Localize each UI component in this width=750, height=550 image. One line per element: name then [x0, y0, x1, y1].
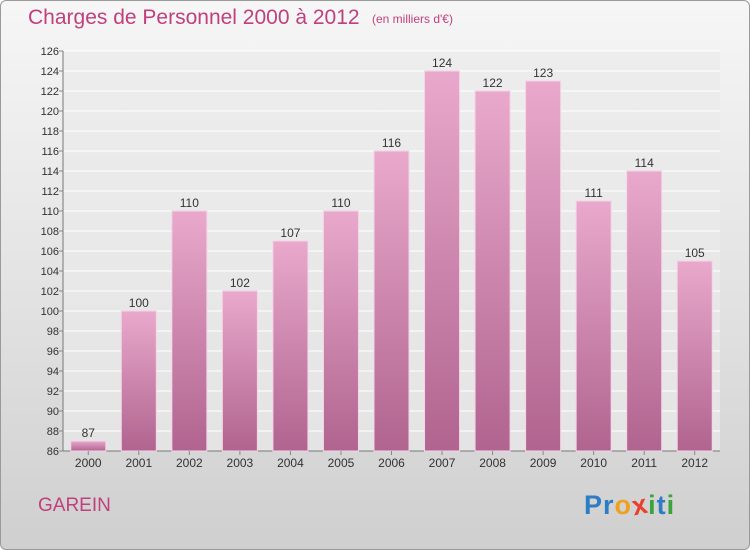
data-label: 111 — [585, 186, 604, 200]
town-name: GAREIN — [38, 495, 111, 516]
bar — [626, 170, 663, 452]
logo-letter: t — [656, 490, 667, 520]
bar — [525, 80, 562, 452]
logo-letter: o — [614, 490, 633, 520]
data-label: 110 — [331, 196, 350, 210]
chart-subtitle: (en milliers d'€) — [372, 12, 453, 26]
bar — [272, 240, 309, 452]
x-tick-label: 2003 — [227, 456, 254, 470]
x-tick-label: 2011 — [631, 456, 657, 470]
x-tick-label: 2010 — [580, 456, 607, 470]
data-label: 123 — [533, 66, 553, 80]
x-tick-label: 2008 — [479, 456, 506, 470]
data-label: 105 — [685, 246, 705, 260]
y-tick-label: 106 — [41, 246, 59, 258]
x-tick-label: 2002 — [176, 456, 203, 470]
y-tick-label: 126 — [41, 46, 59, 58]
logo-letter: i — [648, 490, 657, 520]
bar — [373, 150, 410, 452]
bar — [575, 200, 612, 452]
y-tick-label: 108 — [41, 226, 59, 238]
y-tick-label: 118 — [41, 126, 59, 138]
data-label: 114 — [635, 156, 654, 170]
bar — [322, 210, 359, 452]
chart-title: Charges de Personnel 2000 à 2012 — [28, 6, 360, 29]
data-label: 107 — [280, 226, 300, 240]
data-label: 102 — [230, 276, 250, 290]
x-tick-label: 2009 — [530, 456, 557, 470]
y-tick-label: 92 — [47, 386, 59, 398]
y-tick-label: 114 — [41, 166, 59, 178]
bar — [70, 440, 107, 452]
bar — [474, 90, 511, 452]
x-tick-label: 2005 — [328, 456, 355, 470]
data-label: 124 — [432, 56, 452, 70]
y-tick-label: 122 — [41, 86, 59, 98]
y-tick-label: 88 — [47, 426, 59, 438]
y-tick-label: 94 — [47, 366, 59, 378]
proxiti-logo: Proxiti — [584, 489, 676, 522]
y-tick-label: 112 — [41, 186, 59, 198]
logo-letter: P — [584, 490, 604, 520]
y-tick-label: 116 — [41, 146, 59, 158]
y-tick-label: 120 — [41, 106, 59, 118]
logo-letter: r — [603, 490, 615, 520]
data-label: 100 — [129, 296, 149, 310]
y-tick-label: 98 — [47, 326, 59, 338]
data-label: 87 — [82, 426, 96, 440]
x-tick-label: 2004 — [277, 456, 304, 470]
x-tick-label: 2000 — [75, 456, 102, 470]
y-tick-label: 110 — [41, 206, 59, 218]
bar — [424, 70, 461, 452]
logo-letter: i — [666, 490, 676, 520]
data-label: 122 — [483, 76, 503, 90]
bar — [120, 310, 157, 452]
x-tick-label: 2001 — [125, 456, 152, 470]
y-tick-label: 102 — [41, 286, 59, 298]
bar — [221, 290, 258, 452]
y-tick-label: 104 — [41, 266, 59, 278]
data-label: 110 — [180, 196, 199, 210]
y-tick-label: 86 — [47, 446, 59, 458]
data-label: 116 — [382, 136, 401, 150]
x-tick-label: 2007 — [429, 456, 456, 470]
bar — [676, 260, 713, 452]
x-tick-label: 2012 — [681, 456, 708, 470]
y-tick-label: 100 — [41, 306, 59, 318]
y-tick-label: 96 — [47, 346, 59, 358]
y-tick-label: 90 — [47, 406, 59, 418]
x-tick-label: 2006 — [378, 456, 405, 470]
bar — [171, 210, 208, 452]
y-tick-label: 124 — [41, 66, 59, 78]
